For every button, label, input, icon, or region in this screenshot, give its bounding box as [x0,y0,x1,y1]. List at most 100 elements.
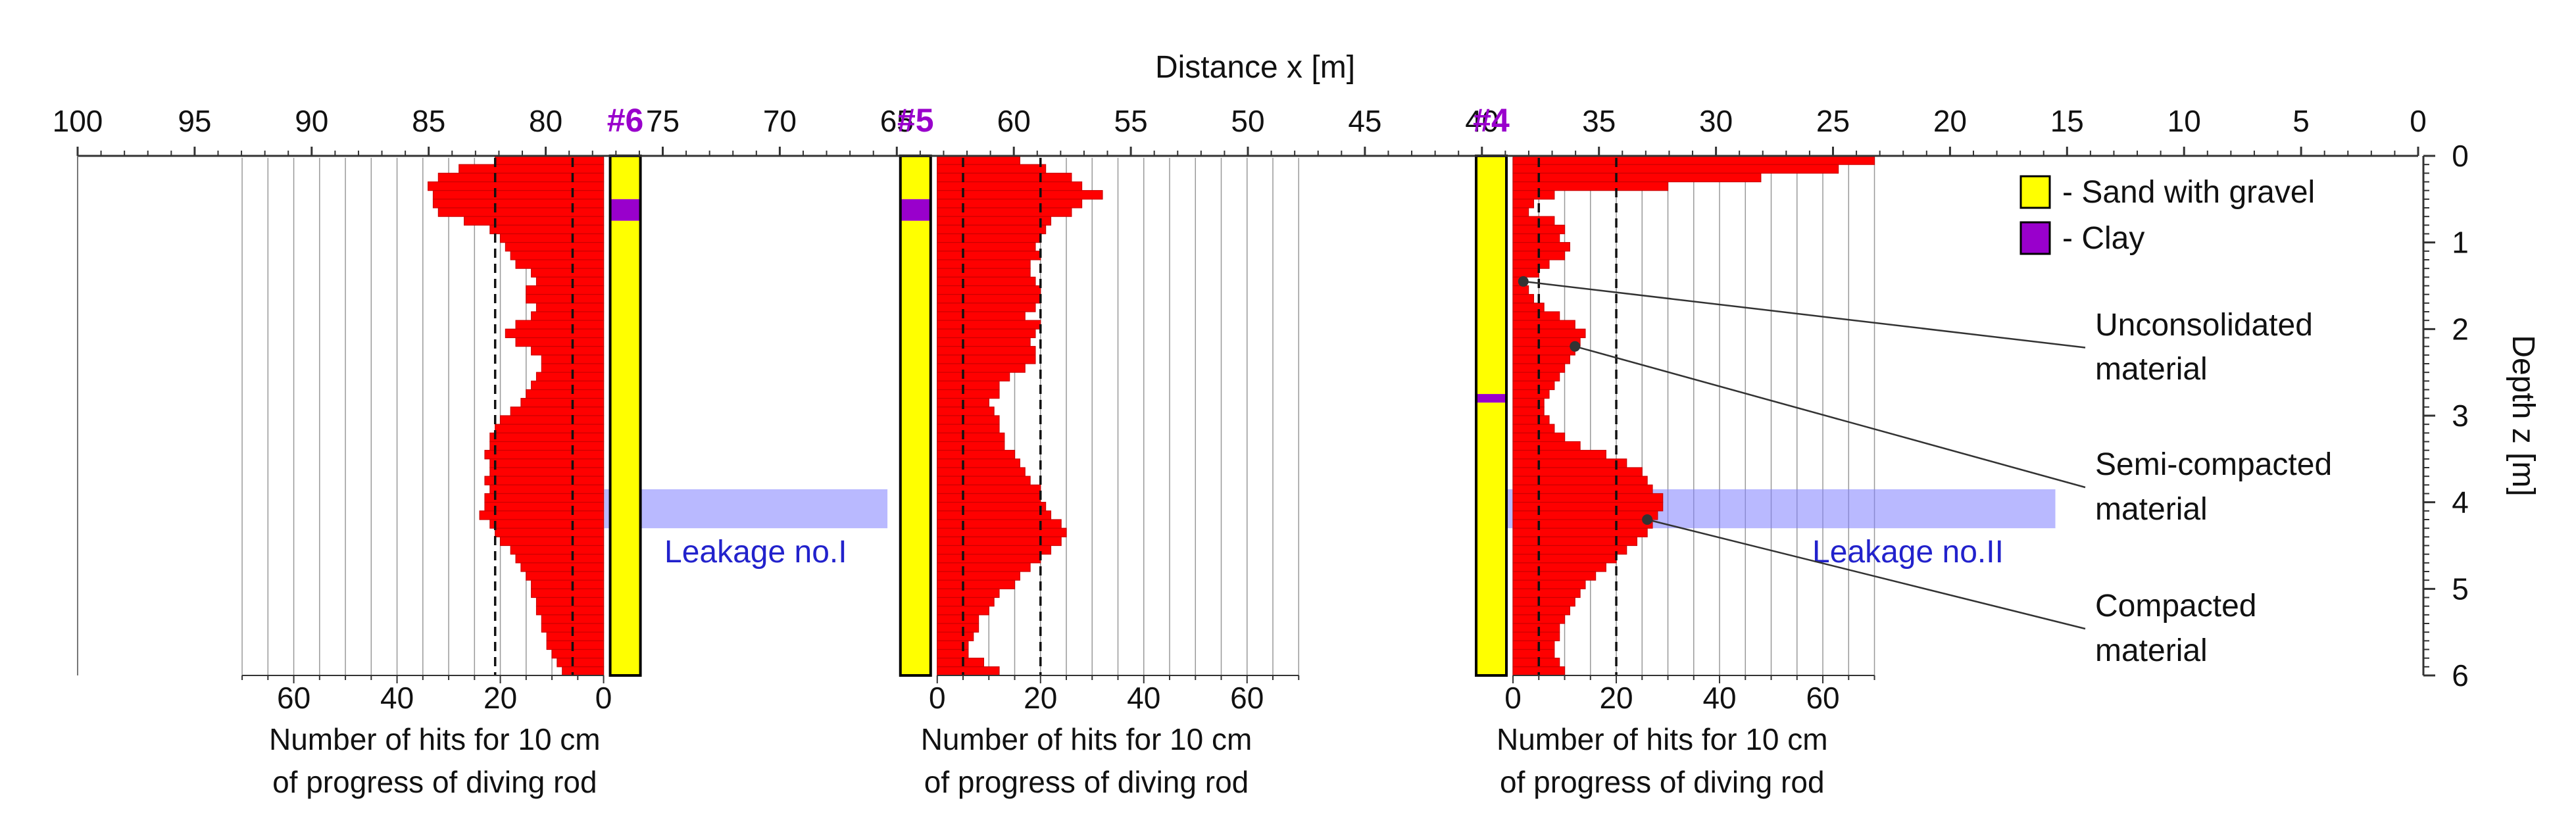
hits-bar [484,476,605,485]
hits-bar [937,346,1036,356]
hits-bar [937,658,985,668]
hits-bar [937,597,995,607]
hits-bar [1512,441,1581,451]
hits-bar [1512,648,1555,659]
hits-tick-label: 20 [483,681,517,715]
hits-bar [937,328,1036,339]
hits-bar [937,303,1036,312]
hits-bar [489,519,605,529]
hits-bar [1512,415,1550,425]
hits-bar [1512,484,1653,495]
z-tick-label: 2 [2452,312,2469,346]
hits-bar [499,415,605,425]
sand-layer [900,220,931,675]
hits-bar [535,372,605,381]
annotation-label-line1: Compacted [2095,589,2256,623]
hits-tick-label: 0 [595,681,612,715]
hits-bar [484,450,605,460]
clay-layer [900,199,931,221]
hits-bar [1512,216,1555,226]
hits-bar [937,251,1041,260]
hits-bar [546,640,605,650]
z-tick-label: 3 [2452,399,2469,433]
hits-bar [937,502,1047,512]
hits-bar [520,398,605,408]
borehole-label: #4 [1473,102,1510,139]
hits-bar [937,259,1031,269]
hits-bar [1512,155,1875,165]
hits-tick-label: 60 [1230,681,1264,715]
hits-bar [937,467,1026,477]
legend-swatch-clay [2019,221,2051,255]
hits-bar [1512,450,1606,460]
hits-bar [937,441,1005,451]
hits-bar [515,259,605,269]
z-axis-title: Depth z [m] [2506,335,2540,496]
x-tick-label: 25 [1816,104,1850,138]
legend-label-sand: - Sand with gravel [2062,175,2315,210]
hits-axis-title-line1: Number of hits for 10 cm [921,722,1252,756]
hits-bar [937,424,1000,433]
hits-bar [937,337,1031,347]
hits-bar [557,658,605,668]
hits-bar [489,467,605,477]
hits-bar [531,346,605,356]
x-tick-label: 95 [178,104,211,138]
z-tick-label: 5 [2452,572,2469,606]
hits-bar [1512,190,1555,200]
hits-bar [1512,354,1570,364]
legend: - Sand with gravel - Clay [2019,175,2315,256]
hits-bar [1512,328,1586,339]
hits-bar [937,199,1083,208]
legend-swatch-sand [2019,175,2051,209]
hits-bar [515,554,605,564]
annotation-label-line1: Semi-compacted [2095,447,2332,482]
annotation-point [1570,341,1581,352]
x-tick-label: 70 [763,104,797,138]
hits-bar [937,155,1020,165]
hits-bar [505,328,605,339]
hits-bar [1512,502,1664,512]
hits-bar [510,545,605,555]
x-tick-label: 5 [2292,104,2310,138]
hits-bar [937,571,1020,581]
hits-bar [489,224,605,235]
hits-bar [432,190,605,200]
hits-bar [937,207,1072,217]
hits-bar [937,285,1041,295]
hits-tick-label: 20 [1599,681,1633,715]
hits-bar [520,562,605,572]
hits-bar [535,276,605,287]
hits-bar [937,450,1016,460]
hits-bar [1512,527,1648,537]
hits-bar [526,571,605,581]
hits-axis-title-line1: Number of hits for 10 cm [1497,722,1828,756]
hits-tick-label: 60 [277,681,310,715]
hits-bar [1512,562,1606,572]
hits-bar [551,648,605,659]
borehole-label: #5 [897,102,934,139]
legend-label-clay: - Clay [2062,221,2144,256]
annotation-label-line2: material [2095,633,2208,668]
hits-bar [1512,658,1560,668]
hits-bar [937,311,1026,321]
sand-layer [610,220,641,675]
leakage-label: Leakage no.I [664,535,847,570]
annotation-label-line1: Unconsolidated [2095,308,2313,343]
hits-bar [937,432,1005,443]
sand-layer [1476,403,1507,675]
hits-bar [937,320,1041,330]
hits-bar [937,562,1031,572]
x-tick-label: 60 [997,104,1031,138]
hits-bar [937,484,1041,495]
hits-bar [1512,285,1529,295]
hits-bar [937,224,1047,235]
hits-tick-label: 60 [1806,681,1839,715]
hits-bar [1512,588,1581,598]
annotation-label-line2: material [2095,352,2208,387]
hits-bar [937,588,1000,598]
z-tick-label: 4 [2452,485,2469,520]
hits-bar [526,285,605,295]
hits-bar [937,623,979,633]
